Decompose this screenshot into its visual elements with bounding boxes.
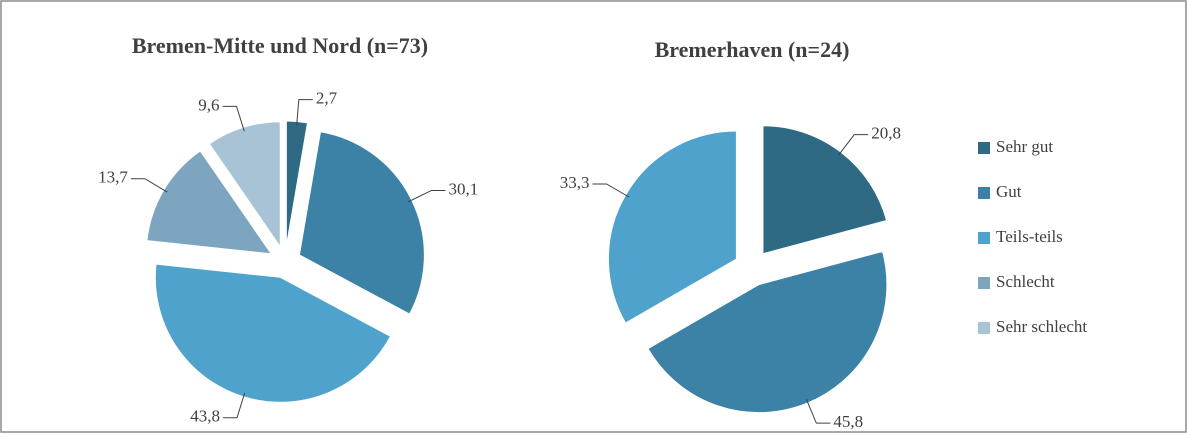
leader-line: [592, 183, 630, 198]
leader-line: [838, 134, 869, 156]
data-label: 20,8: [871, 124, 901, 143]
legend-label: Sehr gut: [996, 137, 1053, 156]
data-label: 13,7: [98, 168, 128, 187]
legend-label: Teils-teils: [996, 227, 1063, 246]
legend-label: Gut: [996, 182, 1022, 201]
legend-swatch: [978, 142, 990, 154]
data-label: 30,1: [448, 179, 478, 198]
data-label: 33,3: [560, 173, 590, 192]
legend-swatch: [978, 322, 990, 334]
legend-swatch: [978, 277, 990, 289]
leader-line: [296, 99, 313, 126]
chart-title: Bremerhaven (n=24): [655, 37, 850, 62]
leader-line: [222, 105, 245, 132]
leader-line: [805, 398, 831, 424]
leader-line: [407, 189, 446, 203]
data-label: 45,8: [833, 412, 863, 431]
data-label: 9,6: [198, 95, 219, 114]
data-label: 2,7: [316, 88, 338, 107]
legend-swatch: [978, 187, 990, 199]
chart-title: Bremen-Mitte und Nord (n=73): [132, 33, 428, 58]
leader-line: [130, 178, 168, 193]
data-label: 43,8: [190, 407, 220, 426]
leader-line: [223, 392, 246, 419]
legend-label: Sehr schlecht: [996, 317, 1087, 336]
legend-swatch: [978, 232, 990, 244]
legend-label: Schlecht: [996, 272, 1055, 291]
